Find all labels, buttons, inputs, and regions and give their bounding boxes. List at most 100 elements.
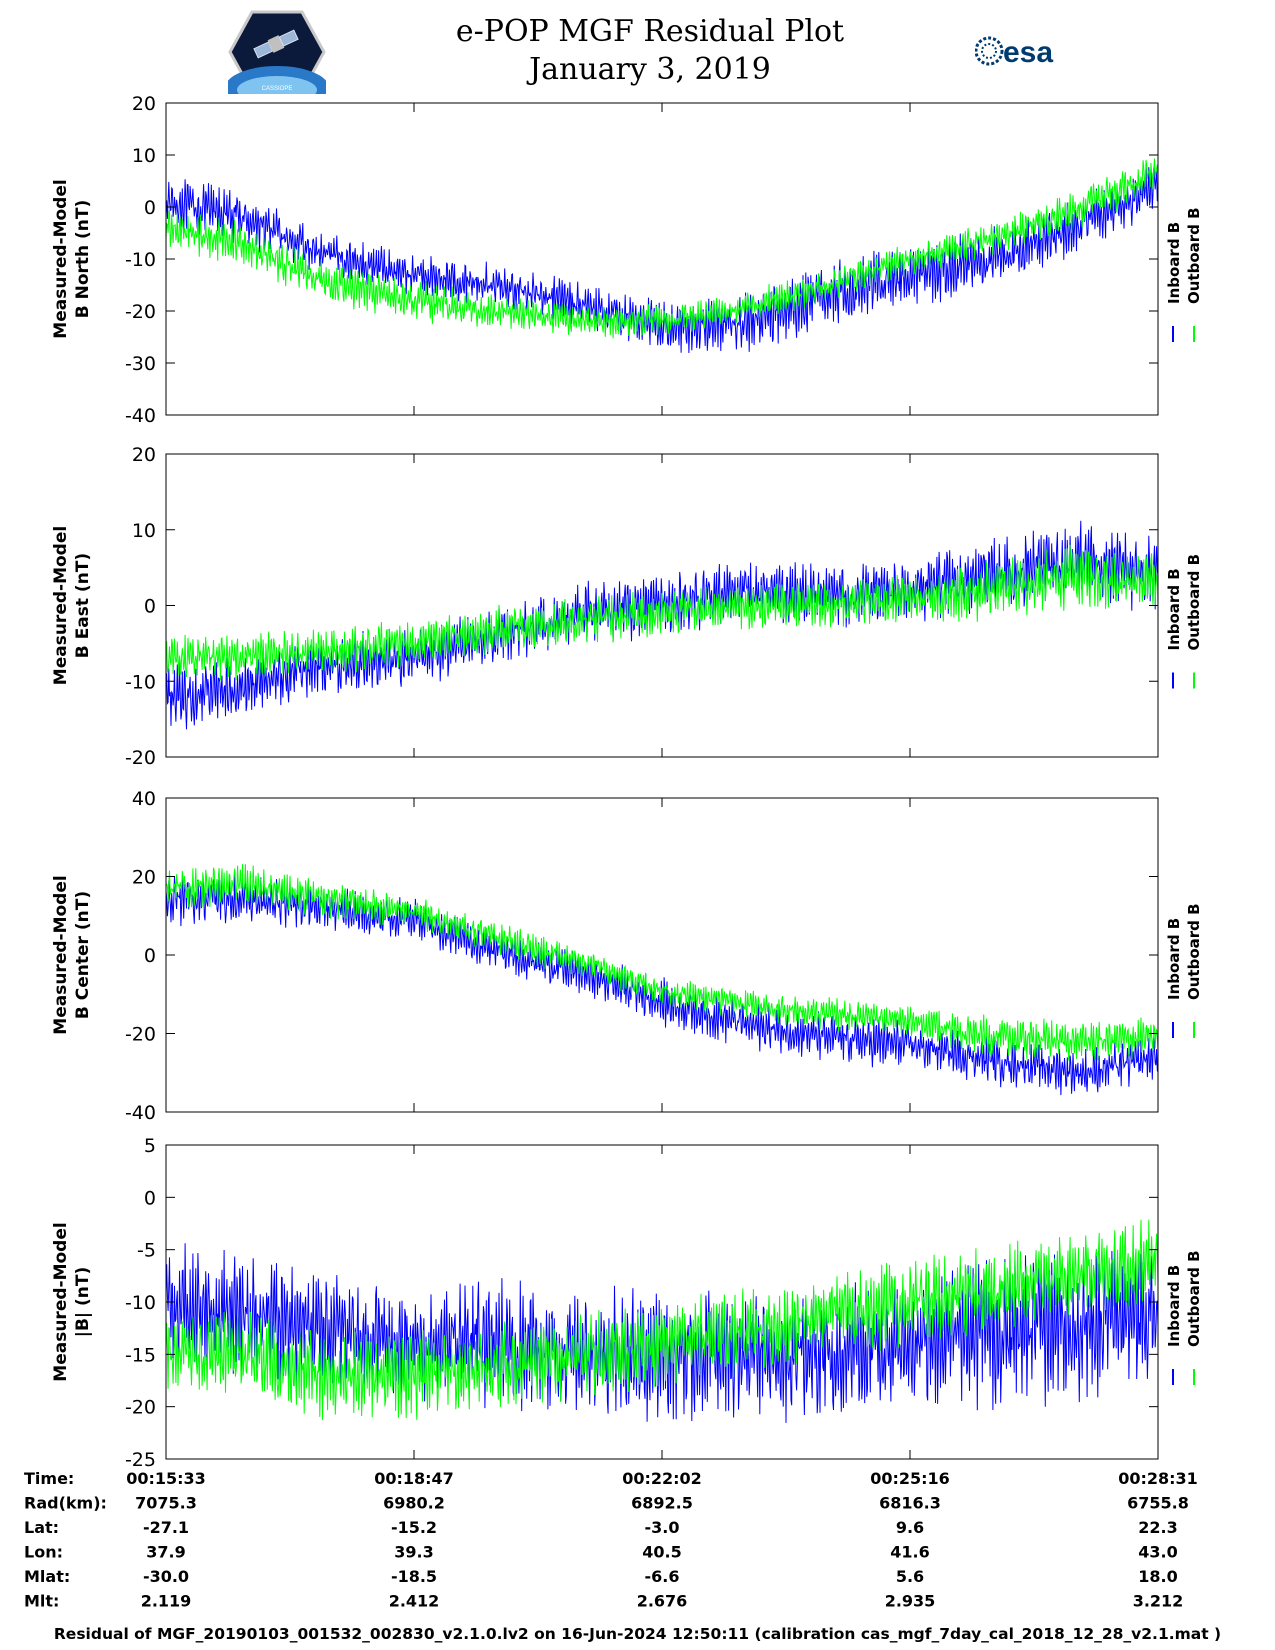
y-axis-label-line1: Measured-Model [51,179,71,338]
ephemeris-cell: 2.935 [885,1592,936,1611]
outboard-series-line [166,1219,1158,1421]
y-tick-label: -40 [125,405,156,427]
outboard-series-line [166,544,1158,681]
legend-inboard-label: Inboard B [1165,918,1183,1000]
y-tick-label: -10 [125,671,156,693]
y-tick-label: 40 [132,788,156,810]
ephemeris-cell: 37.9 [146,1543,185,1562]
ephemeris-cell: -6.6 [645,1567,680,1586]
ephemeris-cell: 40.5 [642,1543,681,1562]
y-tick-label: 20 [132,867,156,889]
y-axis-label: Measured-Model |B| (nT) [51,1222,93,1381]
y-axis-label-line2: B Center (nT) [73,891,93,1019]
cassiope-logo-text: CASSIOPE [262,86,293,92]
legend-inboard-label: Inboard B [1165,222,1183,304]
ephemeris-row-label: Mlt: [24,1592,59,1611]
panel-1: 20 10 0 -10 -20 -30 -40 Measured-Model B North (… [51,93,1203,427]
y-axis-label: Measured-Model B North (nT) [51,179,93,338]
ephemeris-cell: 9.6 [896,1518,924,1537]
ephemeris-cell: 3.212 [1133,1592,1184,1611]
ephemeris-row-label: Time: [24,1469,74,1488]
y-axis-label-line1: Measured-Model [51,526,71,685]
footer-caption: Residual of MGF_20190103_001532_002830_v… [53,1625,1222,1643]
ephemeris-cell: -15.2 [391,1518,437,1537]
y-tick-label: -30 [125,353,156,375]
ephemeris-row-label: Rad(km): [24,1494,107,1513]
legend-outboard-label: Outboard B [1185,554,1203,651]
cassiope-logo: CASSIOPE [228,10,326,94]
y-tick-label: 0 [144,945,156,967]
ephemeris-row-label: Lon: [24,1543,63,1562]
ephemeris-cell: 39.3 [394,1543,433,1562]
ephemeris-cell: 6980.2 [383,1494,445,1513]
ephemeris-cell: 00:22:02 [622,1469,702,1488]
ephemeris-cell: 6816.3 [879,1494,941,1513]
legend-inboard-label: Inboard B [1165,568,1183,650]
ephemeris-row-label: Mlat: [24,1567,70,1586]
legend-outboard-label: Outboard B [1185,1250,1203,1347]
plot-date: January 3, 2019 [529,52,771,87]
y-tick-label: -20 [125,747,156,769]
ephemeris-cell: 5.6 [896,1567,924,1586]
ephemeris-cell: 22.3 [1138,1518,1177,1537]
y-axis-label-line2: |B| (nT) [73,1267,93,1338]
inboard-series-line [166,520,1158,730]
esa-logo-text: esa [1003,36,1053,69]
outboard-series-line [166,864,1158,1061]
y-tick-label: -10 [125,1292,156,1314]
legend-outboard-label: Outboard B [1185,903,1203,1000]
panel-4: 5 0 -5 -10 -15 -20 -25 Measured-Model |B| (nT) In… [51,1135,1203,1471]
ephemeris-cell: 2.676 [637,1592,688,1611]
y-tick-label: 10 [132,145,156,167]
panel-3: 40 20 0 -20 -40 Measured-Model B Center (nT) In… [51,788,1203,1124]
y-tick-label: 20 [132,93,156,115]
ephemeris-table: Time: Rad(km): Lat: Lon: Mlat: Mlt: 00:15:33 70… [24,1469,1198,1611]
y-tick-label: 0 [144,596,156,618]
ephemeris-cell: 7075.3 [135,1494,197,1513]
y-tick-label: 20 [132,444,156,466]
y-tick-label: 0 [144,1187,156,1209]
ephemeris-cell: 6892.5 [631,1494,693,1513]
y-axis-label: Measured-Model B Center (nT) [51,875,93,1034]
ephemeris-cell: 18.0 [1138,1567,1177,1586]
y-tick-label: -20 [125,301,156,323]
legend-outboard-label: Outboard B [1185,207,1203,304]
esa-logo: esa [975,36,1053,69]
ephemeris-cell: -3.0 [645,1518,680,1537]
ephemeris-cell: -18.5 [391,1567,437,1586]
y-axis-label-line1: Measured-Model [51,875,71,1034]
panel-2: 20 10 0 -10 -20 Measured-Model B East (nT) Inbo… [51,444,1203,769]
inboard-series-line [166,167,1158,354]
ephemeris-cell: 00:25:16 [870,1469,950,1488]
ephemeris-cell: 6755.8 [1127,1494,1189,1513]
ephemeris-cell: 2.119 [141,1592,192,1611]
ephemeris-cell: 2.412 [389,1592,440,1611]
ephemeris-cell: -30.0 [143,1567,189,1586]
y-tick-label: -10 [125,249,156,271]
y-tick-label: -5 [137,1240,156,1262]
y-tick-label: 5 [144,1135,156,1157]
inboard-series-line [166,874,1158,1096]
y-tick-label: -20 [125,1397,156,1419]
legend-inboard-label: Inboard B [1165,1265,1183,1347]
ephemeris-cell: 41.6 [890,1543,929,1562]
ephemeris-cell: 00:18:47 [374,1469,454,1488]
plot-title: e-POP MGF Residual Plot [455,14,845,49]
y-axis-label-line2: B East (nT) [73,553,93,658]
ephemeris-cell: -27.1 [143,1518,189,1537]
ephemeris-row-label: Lat: [24,1518,59,1537]
y-tick-label: -40 [125,1102,156,1124]
y-axis-label: Measured-Model B East (nT) [51,526,93,685]
y-axis-label-line2: B North (nT) [73,200,93,319]
y-axis-label-line1: Measured-Model [51,1222,71,1381]
y-tick-label: 0 [144,197,156,219]
ephemeris-cell: 43.0 [1138,1543,1177,1562]
y-tick-label: 10 [132,520,156,542]
y-tick-label: -20 [125,1024,156,1046]
y-tick-label: -15 [125,1344,156,1366]
ephemeris-cell: 00:28:31 [1118,1469,1198,1488]
outboard-series-line [166,158,1158,339]
ephemeris-cell: 00:15:33 [126,1469,206,1488]
y-tick-label: -25 [125,1449,156,1471]
